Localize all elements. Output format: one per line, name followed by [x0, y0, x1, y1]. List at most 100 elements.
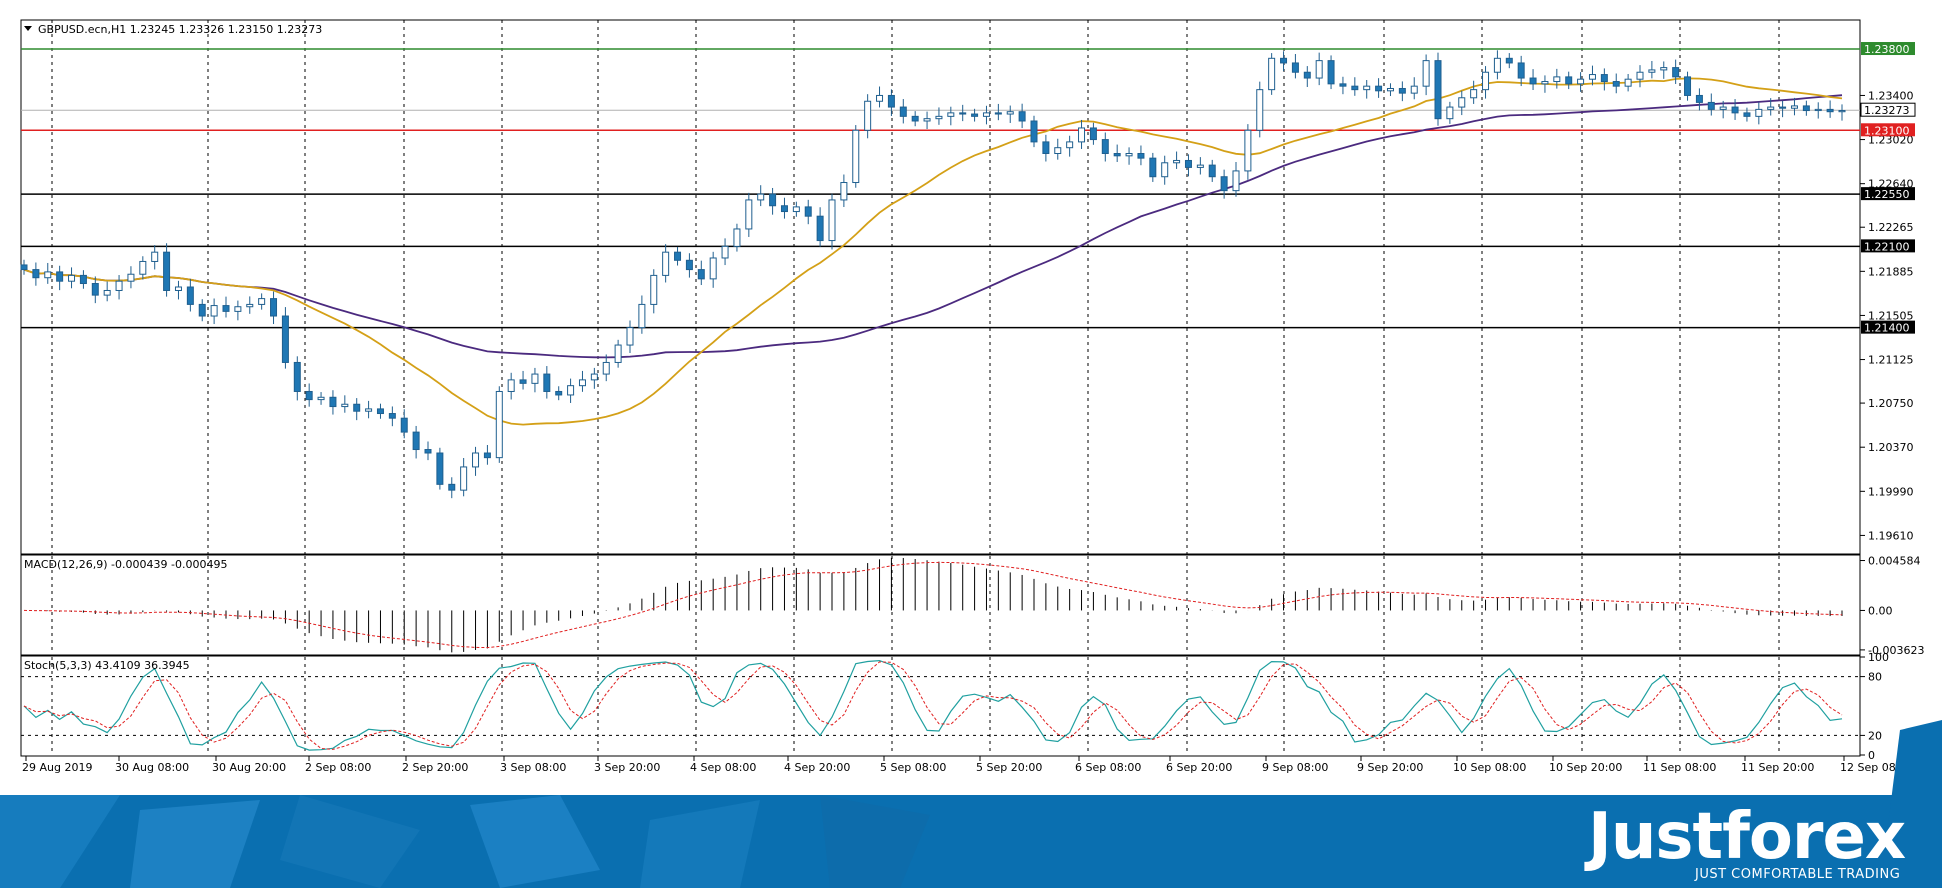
- candle-down: [32, 269, 40, 279]
- level-label-bg: [1861, 320, 1915, 334]
- candle-up: [1624, 78, 1632, 87]
- time-label: 10 Sep 08:00: [1453, 761, 1526, 774]
- level-label: 1.21400: [1864, 322, 1910, 335]
- macd-axis: 0.004584 0.00 -0.003623: [1860, 555, 1924, 657]
- macd-header: MACD(12,26,9) -0.000439 -0.000495: [24, 558, 227, 571]
- candle-up: [745, 199, 753, 230]
- candle-up: [876, 94, 884, 102]
- candle-up: [1767, 106, 1775, 110]
- candle-up: [721, 245, 729, 259]
- candle-down: [305, 390, 313, 401]
- candle-down: [1030, 120, 1038, 143]
- candle-up: [472, 452, 480, 468]
- candle-up: [1173, 159, 1181, 164]
- candle-up: [1588, 74, 1596, 80]
- candle-up: [1790, 105, 1798, 109]
- candle-up: [757, 193, 765, 201]
- candle-up: [1719, 106, 1727, 110]
- time-label: 6 Sep 20:00: [1166, 761, 1232, 774]
- candle-up: [151, 251, 159, 262]
- price-tick-label: 1.21885: [1868, 265, 1914, 278]
- candle-down: [1398, 87, 1406, 94]
- stoch-tick-label: 0: [1868, 749, 1875, 762]
- candle-down: [1375, 85, 1383, 92]
- time-axis: 29 Aug 2019 30 Aug 08:00 30 Aug 20:00 2 Sep…: [22, 756, 1913, 774]
- candle-up: [1244, 129, 1252, 172]
- current-price-label: 1.23273: [1864, 104, 1910, 117]
- brand-banner: Justforex JUST COMFORTABLE TRADING: [0, 720, 1942, 888]
- time-label: 9 Sep 20:00: [1357, 761, 1423, 774]
- candle-up: [614, 344, 622, 363]
- time-label: 3 Sep 08:00: [500, 761, 566, 774]
- candle-up: [840, 182, 848, 201]
- candle-down: [1731, 106, 1739, 114]
- candle-up: [1577, 78, 1585, 85]
- candle-up: [115, 280, 123, 291]
- candle-up: [923, 118, 931, 122]
- candle-up: [650, 274, 658, 305]
- candle-down: [222, 305, 230, 312]
- candle-down: [1707, 101, 1715, 110]
- candle-down: [56, 271, 64, 282]
- level-label: 1.22100: [1864, 240, 1910, 253]
- candle-down: [1529, 77, 1537, 85]
- candle-up: [44, 271, 52, 279]
- candle-down: [959, 112, 967, 115]
- candle-down: [20, 264, 28, 271]
- candle-down: [1517, 62, 1525, 79]
- candle-down: [994, 112, 1002, 115]
- candle-down: [186, 286, 194, 305]
- candle-up: [1256, 89, 1264, 131]
- collapse-arrow-icon[interactable]: [24, 26, 32, 31]
- stoch-signal-line: [23, 661, 1843, 750]
- candle-up: [317, 396, 325, 401]
- candle-up: [1458, 97, 1466, 108]
- time-label: 30 Aug 20:00: [212, 761, 286, 774]
- candle-up: [578, 379, 586, 387]
- candle-up: [1410, 85, 1418, 94]
- candle-down: [1220, 176, 1228, 192]
- candle-up: [174, 286, 182, 291]
- candle-down: [1826, 108, 1834, 113]
- candle-down: [1565, 76, 1573, 85]
- stoch-lines: [23, 659, 1843, 751]
- candle-down: [555, 390, 563, 396]
- candle-up: [365, 408, 373, 412]
- level-label-bg: [1861, 123, 1915, 137]
- level-label-bg: [1861, 187, 1915, 201]
- candle-up: [1196, 164, 1204, 168]
- time-label: 9 Sep 08:00: [1262, 761, 1328, 774]
- stoch-pane: 100 80 20 0 Stoch(5,3,3) 43.4109 36.3945: [20, 651, 1889, 762]
- candle-down: [816, 215, 824, 242]
- macd-pane: 0.004584 0.00 -0.003623 MACD(12,26,9) -0.0…: [20, 554, 1924, 657]
- candle-down: [1434, 60, 1442, 120]
- level-label: 1.22550: [1864, 188, 1910, 201]
- candle-up: [1755, 108, 1763, 117]
- candle-up: [1493, 57, 1501, 73]
- candle-up: [234, 306, 242, 312]
- candle-up: [982, 112, 990, 117]
- candle-up: [1660, 67, 1668, 71]
- candle-down: [1505, 57, 1513, 64]
- candle-down: [804, 206, 812, 217]
- price-tick-label: 1.22265: [1868, 221, 1914, 234]
- current-price-bg: [1860, 102, 1916, 117]
- macd-signal-path: [23, 561, 1843, 649]
- candle-up: [864, 100, 872, 131]
- candle-up: [852, 129, 860, 184]
- price-tick-label: 1.23400: [1868, 89, 1914, 102]
- candle-down: [1327, 60, 1335, 85]
- level-labels: 1.23800 1.23100 1.22550 1.22100 1.21400 1.232…: [1860, 42, 1916, 335]
- candle-down: [388, 413, 396, 419]
- candle-down: [1339, 83, 1347, 87]
- candle-down: [1672, 67, 1680, 78]
- candle-down: [1280, 57, 1288, 64]
- candle-up: [1054, 147, 1062, 154]
- stoch-tick-label: 80: [1868, 671, 1882, 684]
- candle-down: [543, 373, 551, 392]
- candle-up: [1553, 76, 1561, 83]
- candle-up: [127, 273, 135, 282]
- candle-down: [436, 452, 444, 485]
- time-label: 4 Sep 08:00: [690, 761, 756, 774]
